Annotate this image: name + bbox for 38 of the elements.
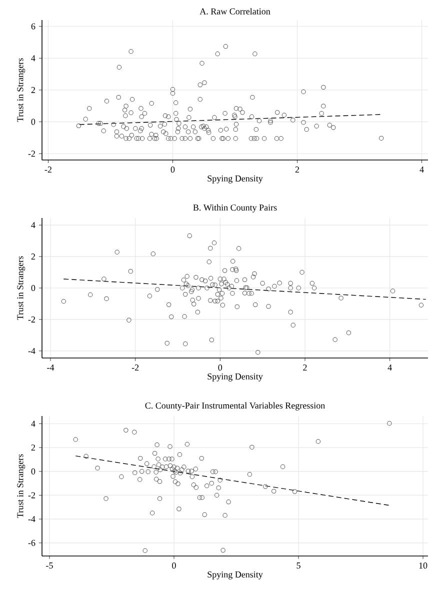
y-tick-label: 0 (31, 284, 36, 292)
x-tick-label: 0 (172, 562, 176, 569)
y-tick-label: -2 (28, 150, 35, 157)
y-tick-label: -2 (28, 316, 35, 322)
chart-title: A. Raw Correlation (200, 8, 270, 14)
y-tick-label: 0 (31, 468, 36, 474)
x-tick-label: 0 (170, 166, 175, 173)
y-tick-label: 2 (31, 444, 35, 451)
x-tick-label: -2 (44, 166, 52, 172)
x-tick-label: 10 (419, 562, 428, 569)
x-tick-label: 5 (296, 562, 300, 569)
chart-title: C. County-Pair Instrumental Variables Regression (145, 402, 325, 410)
x-tick-label: 0 (218, 364, 222, 371)
x-axis-title: Spying Density (208, 175, 263, 184)
y-tick-label: 2 (31, 254, 35, 260)
y-tick-label: -2 (28, 492, 35, 498)
y-tick-label: 4 (31, 420, 36, 427)
x-tick-label: -5 (46, 562, 53, 569)
y-axis-title: Trust in Strangers (17, 256, 26, 320)
x-tick-label: 4 (388, 364, 392, 370)
y-tick-label: 2 (31, 87, 35, 93)
x-tick-label: 2 (303, 364, 307, 370)
x-tick-label: 4 (420, 166, 424, 172)
y-tick-label: 6 (31, 23, 36, 30)
y-tick-label: -4 (28, 348, 36, 354)
x-tick-label: -2 (132, 364, 139, 370)
x-tick-label: 2 (295, 166, 300, 172)
y-axis-title: Trust in Strangers (17, 58, 26, 122)
y-axis-title: Trust in Strangers (17, 454, 26, 518)
x-tick-label: -4 (47, 364, 54, 370)
y-tick-label: -4 (28, 516, 36, 522)
y-tick-label: 4 (31, 222, 36, 228)
y-tick-label: 0 (31, 118, 36, 125)
chart-title: B. Within County Pairs (193, 204, 277, 212)
x-axis-title: Spying Density (208, 373, 263, 382)
y-tick-label: -6 (28, 540, 36, 546)
x-axis-title: Spying Density (208, 571, 263, 580)
y-tick-label: 4 (31, 55, 36, 62)
